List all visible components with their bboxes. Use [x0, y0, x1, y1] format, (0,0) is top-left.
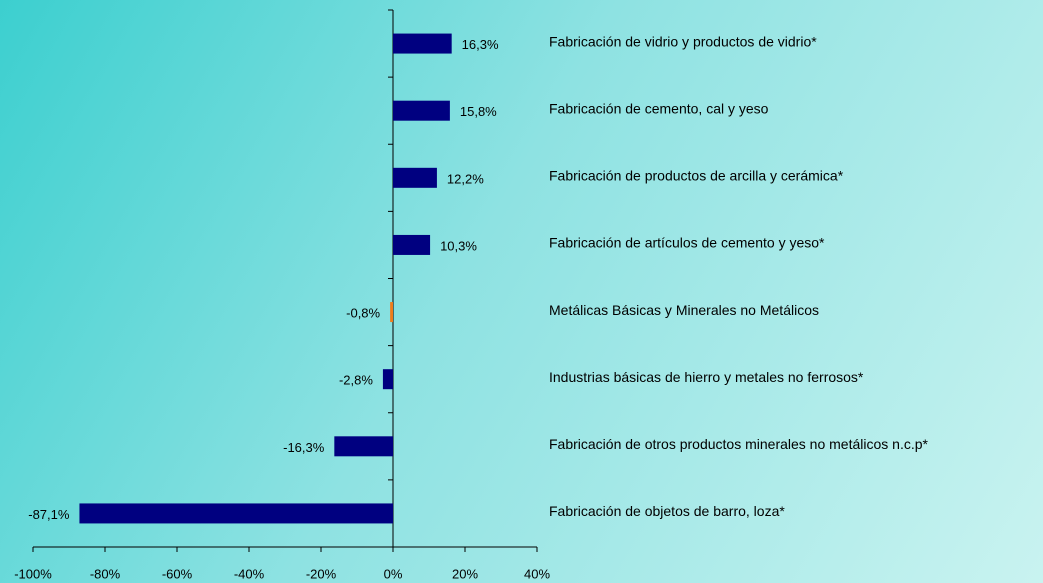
category-label: Fabricación de cemento, cal y yeso	[549, 100, 769, 116]
category-label: Fabricación de artículos de cemento y ye…	[549, 235, 825, 251]
category-label: Fabricación de productos de arcilla y ce…	[549, 168, 844, 184]
value-label: -0,8%	[346, 306, 380, 321]
x-tick-label: 0%	[384, 566, 403, 581]
x-tick-label: 20%	[452, 566, 478, 581]
value-label: 15,8%	[460, 104, 497, 119]
value-label: -87,1%	[28, 507, 70, 522]
value-label: -2,8%	[339, 373, 373, 388]
bar	[393, 33, 452, 54]
x-tick-label: -100%	[14, 566, 52, 581]
bar	[79, 503, 393, 524]
bar	[334, 436, 393, 457]
x-tick-label: -20%	[306, 566, 337, 581]
bar	[393, 234, 431, 255]
bar	[393, 167, 437, 188]
value-label: -16,3%	[283, 440, 325, 455]
x-tick-label: 40%	[524, 566, 550, 581]
category-label: Fabricación de otros productos minerales…	[549, 436, 929, 452]
bar	[390, 302, 393, 323]
category-label: Fabricación de objetos de barro, loza*	[549, 503, 785, 519]
bar	[382, 369, 393, 390]
category-label: Metálicas Básicas y Minerales no Metálic…	[549, 302, 819, 318]
x-tick-label: -40%	[234, 566, 265, 581]
value-label: 12,2%	[447, 171, 484, 186]
x-tick-label: -80%	[90, 566, 121, 581]
bar	[393, 100, 450, 121]
value-label: 16,3%	[462, 37, 499, 52]
value-label: 10,3%	[440, 238, 477, 253]
x-tick-label: -60%	[162, 566, 193, 581]
category-label: Fabricación de vidrio y productos de vid…	[549, 33, 817, 49]
category-label: Industrias básicas de hierro y metales n…	[549, 369, 864, 385]
